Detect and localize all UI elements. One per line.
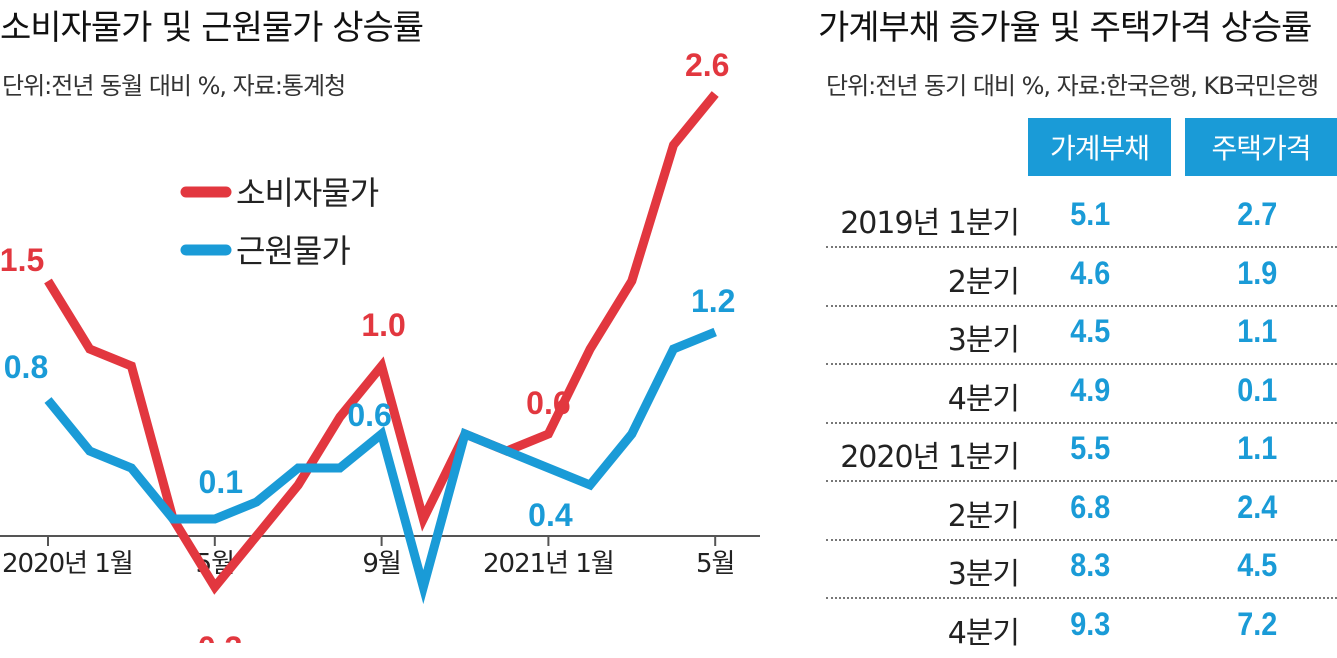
right-table-subtitle: 단위:전년 동기 대비 %, 자료:한국은행, KB국민은행 — [826, 72, 1319, 100]
data-label: −0.3 — [179, 630, 242, 643]
row-label: 3분기 — [947, 557, 1020, 592]
x-tick-label: 5월 — [696, 549, 734, 579]
row-divider — [826, 480, 1337, 482]
table-row: 3분기 8.3 4.5 — [822, 541, 1337, 599]
table-row: 4분기 4.9 0.1 — [822, 366, 1337, 424]
row-divider — [826, 246, 1337, 248]
x-tick-label: 9월 — [362, 549, 400, 579]
row-divider — [826, 363, 1337, 365]
legend-label: 근원물가 — [236, 232, 350, 270]
table-row: 4분기 9.3 7.2 — [822, 600, 1337, 658]
data-label: 0.6 — [347, 397, 391, 433]
data-label: 1.5 — [0, 242, 44, 278]
series-line-core-price — [44, 327, 717, 605]
household-debt-value: 5.1 — [1070, 196, 1111, 232]
series-line-consumer-price — [44, 91, 719, 595]
housing-price-value: 1.1 — [1237, 430, 1278, 466]
data-label: 2.6 — [685, 47, 729, 83]
table-row: 3분기 4.5 1.1 — [822, 307, 1337, 365]
data-label: 1.0 — [361, 307, 405, 343]
table-row: 2분기 4.6 1.9 — [822, 249, 1337, 307]
x-tick-label: 2021년 1월 — [483, 549, 614, 579]
housing-price-value: 7.2 — [1237, 605, 1278, 642]
row-label: 4분기 — [947, 381, 1020, 417]
household-debt-value: 4.9 — [1070, 371, 1111, 408]
left-chart-title: 소비자물가 및 근원물가 상승률 — [0, 8, 424, 48]
row-label: 2019년 1분기 — [840, 206, 1020, 241]
legend-label: 소비자물가 — [236, 174, 379, 212]
row-divider — [826, 597, 1337, 599]
household-debt-value: 6.8 — [1070, 488, 1111, 525]
left-chart-subtitle: 단위:전년 동월 대비 %, 자료:통계청 — [2, 72, 346, 100]
household-debt-value: 4.6 — [1070, 254, 1111, 291]
header-household-debt: 가계부채 — [1028, 118, 1171, 176]
data-label: 0.1 — [199, 464, 243, 500]
data-label: 0.6 — [526, 385, 570, 421]
housing-price-value: 2.7 — [1237, 196, 1278, 232]
household-debt-value: 9.3 — [1070, 605, 1111, 642]
row-label: 2분기 — [947, 498, 1020, 534]
row-label: 2분기 — [947, 264, 1020, 300]
housing-price-value: 2.4 — [1237, 488, 1278, 525]
right-table-title: 가계부채 증가율 및 주택가격 상승률 — [818, 8, 1312, 48]
data-label: 1.2 — [691, 283, 735, 319]
row-label: 3분기 — [947, 323, 1020, 358]
x-tick-label: 2020년 1월 — [2, 549, 133, 579]
row-divider — [826, 304, 1337, 307]
row-label: 2020년 1분기 — [840, 440, 1020, 475]
table-row: 2분기 6.8 2.4 — [822, 483, 1337, 541]
row-divider — [826, 421, 1337, 424]
row-label: 4분기 — [947, 615, 1020, 651]
data-label: 0.8 — [4, 349, 48, 385]
housing-price-value: 1.1 — [1237, 313, 1278, 349]
housing-price-value: 0.1 — [1237, 371, 1278, 408]
data-label: 0.4 — [528, 497, 573, 533]
table-row: 2019년 1분기 5.1 2.7 — [822, 190, 1337, 248]
table-row: 2020년 1분기 5.5 1.1 — [822, 424, 1337, 482]
header-housing-price: 주택가격 — [1185, 118, 1337, 176]
household-debt-value: 5.5 — [1070, 430, 1111, 466]
household-debt-value: 4.5 — [1070, 313, 1111, 349]
housing-price-value: 4.5 — [1237, 547, 1278, 583]
household-debt-value: 8.3 — [1070, 547, 1111, 583]
row-divider — [826, 538, 1337, 541]
housing-price-value: 1.9 — [1237, 254, 1278, 291]
